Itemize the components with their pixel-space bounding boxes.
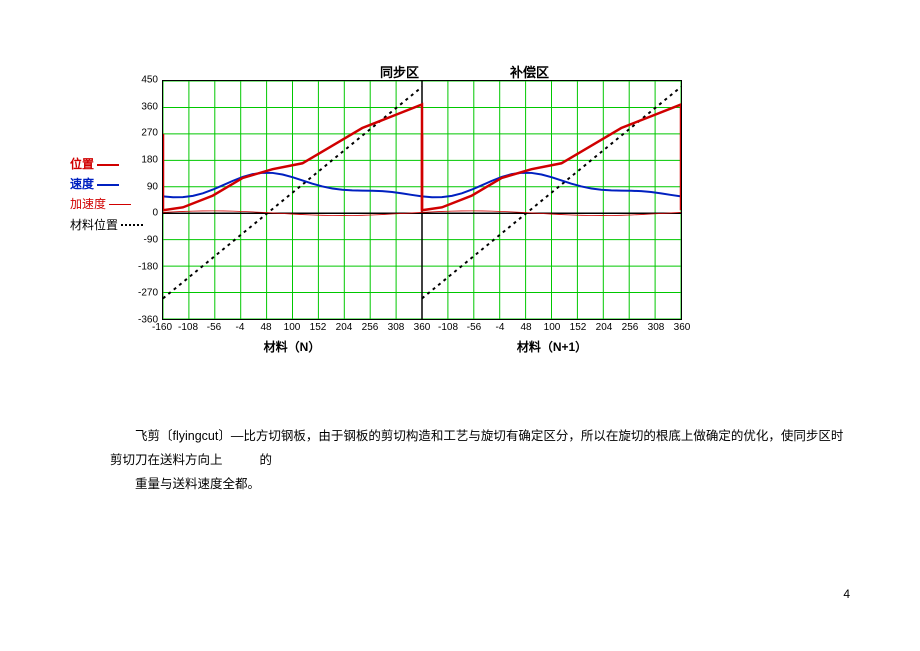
legend-material-label: 材料位置: [70, 216, 118, 235]
legend-position-label: 位置: [70, 155, 94, 174]
sync-zone-label: 同步区: [380, 62, 419, 81]
comp-zone-label: 补偿区: [510, 62, 549, 81]
y-axis: 450360270180900-90-180-270-360: [130, 80, 160, 320]
paragraph-trailing: 的: [259, 453, 272, 467]
legend-speed-swatch: [97, 184, 119, 186]
legend-position-swatch: [97, 164, 119, 166]
paragraph-line2: 重量与送料速度全都。: [110, 473, 850, 497]
legend-accel-label: 加速度: [70, 195, 106, 214]
plot-svg: [163, 81, 681, 319]
paragraph-1: 飞剪〔flyingcut〕—比方切钢板，由于钢板的剪切构造和工艺与旋切有确定区分…: [110, 425, 850, 473]
paragraph-main: 飞剪〔flyingcut〕—比方切钢板，由于钢板的剪切构造和工艺与旋切有确定区分…: [110, 429, 843, 467]
x-title-left: 材料（N）: [264, 338, 321, 355]
plot-area: [162, 80, 682, 320]
x-title-right: 材料（N+1）: [517, 338, 587, 355]
body-text: 飞剪〔flyingcut〕—比方切钢板，由于钢板的剪切构造和工艺与旋切有确定区分…: [110, 425, 850, 496]
legend-speed-label: 速度: [70, 175, 94, 194]
chart-container: 同步区 补偿区 位置 速度 加速度 材料位置 450360270180900-9…: [130, 80, 690, 370]
page-number: 4: [843, 587, 850, 601]
legend-accel-swatch: [109, 204, 131, 205]
